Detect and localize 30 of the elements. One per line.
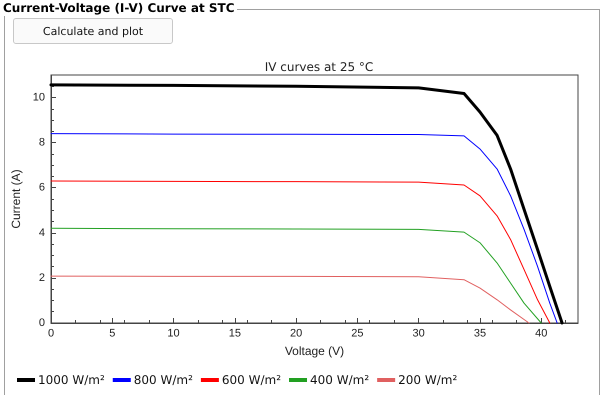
legend-label: 1000 W/m² [38,373,105,387]
y-tick-label: 10 [32,92,45,104]
y-tick-label: 6 [38,182,45,194]
y-tick-label: 4 [38,226,45,239]
x-tick-label: 30 [412,328,425,340]
y-tick-label: 2 [38,272,45,284]
line-series [50,276,530,324]
legend-label: 200 W/m² [398,373,458,387]
x-tick-label: 5 [109,328,116,340]
y-axis-title: Current (A) [8,169,23,229]
x-axis-title: Voltage (V) [284,344,344,358]
y-tick-label: 0 [38,317,45,329]
legend-label: 800 W/m² [134,373,194,387]
x-tick-label: 20 [290,328,302,340]
x-tick-label: 40 [535,328,548,340]
x-tick-label: 0 [48,328,54,340]
chart-title: Current-Voltage (I-V) Curve at STC [3,0,236,16]
line-series [50,133,558,324]
text: Calculate and plot [13,18,173,44]
x-tick-label: 25 [351,328,364,340]
y-tick-label: 8 [38,136,45,149]
x-tick-label: 35 [474,328,486,340]
chart-subtitle: IV curves at 25 °C [264,60,374,74]
line-series [50,83,564,324]
line-series [50,180,550,324]
x-tick-label: 10 [167,328,180,340]
legend-label: 600 W/m² [222,373,282,387]
x-tick-label: 15 [228,328,241,340]
line-series [50,228,542,324]
legend-label: 400 W/m² [310,373,370,387]
